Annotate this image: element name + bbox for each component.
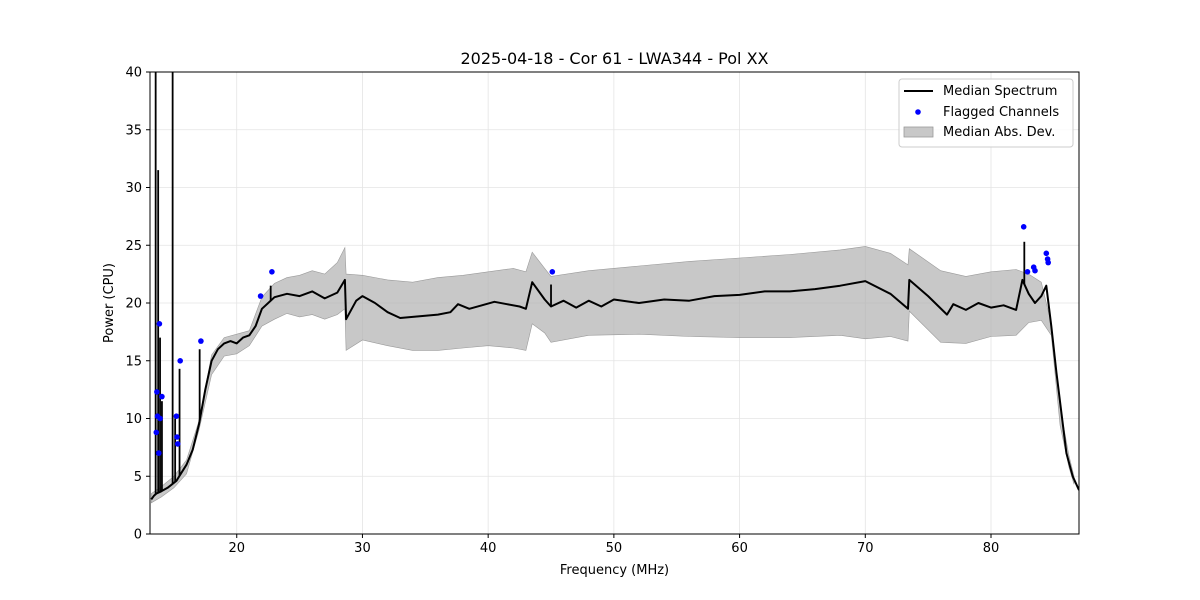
flagged-channel-point: [174, 434, 180, 440]
axis-ticks: 20 30 40 50 60 70 80 0 5 10 15 20 25 30 35 40: [125, 66, 999, 557]
flagged-channel-point: [173, 413, 180, 420]
x-axis-label: Frequency (MHz): [560, 563, 669, 578]
chart-title: 2025-04-18 - Cor 61 - LWA344 - Pol XX: [461, 49, 769, 68]
y-tick-label: 25: [125, 239, 142, 254]
y-axis-label: Power (CPU): [102, 263, 117, 343]
y-tick-label: 0: [134, 528, 142, 543]
legend-point-swatch: [915, 109, 921, 115]
legend-label-median: Median Spectrum: [943, 84, 1057, 99]
flagged-channel-point: [154, 389, 160, 395]
flagged-channel-point: [1032, 267, 1038, 274]
flagged-channel-point: [1043, 250, 1050, 257]
x-tick-label: 30: [354, 541, 371, 556]
y-tick-label: 5: [134, 470, 142, 485]
flagged-channel-point: [257, 293, 264, 299]
flagged-channel-point: [1020, 224, 1027, 230]
legend-label-mad: Median Abs. Dev.: [943, 125, 1055, 140]
mad-band-layer: [151, 246, 1075, 504]
flagged-channel-point: [1045, 259, 1051, 266]
y-tick-label: 30: [125, 181, 142, 196]
legend-label-flagged: Flagged Channels: [943, 105, 1059, 120]
y-tick-label: 15: [125, 354, 142, 369]
flagged-channel-point: [177, 358, 183, 364]
median-line-layer: [150, 72, 1079, 500]
flagged-points-layer: [153, 224, 1051, 456]
flagged-channel-point: [549, 269, 556, 275]
flagged-channel-point: [156, 321, 163, 327]
flagged-channel-point: [1024, 269, 1031, 275]
flagged-channel-point: [198, 338, 204, 344]
flagged-channel-point: [153, 429, 160, 436]
y-tick-label: 20: [125, 297, 142, 312]
flagged-channel-point: [157, 415, 163, 422]
median-spectrum-line: [150, 278, 1079, 500]
flagged-channel-point: [156, 450, 162, 456]
legend: Median Spectrum Flagged Channels Median …: [898, 78, 1074, 148]
x-tick-label: 70: [857, 541, 874, 556]
legend-box: [898, 78, 1074, 148]
x-tick-label: 50: [606, 541, 623, 556]
x-tick-label: 80: [983, 541, 1000, 556]
y-tick-label: 40: [125, 66, 142, 81]
flagged-channel-point: [159, 393, 165, 400]
mad-band: [151, 246, 1075, 504]
x-tick-label: 20: [228, 541, 245, 556]
y-tick-label: 35: [125, 123, 142, 138]
flagged-channel-point: [174, 441, 181, 447]
y-tick-label: 10: [125, 412, 142, 427]
x-tick-label: 40: [480, 541, 497, 556]
legend-band-swatch: [903, 126, 934, 138]
x-tick-label: 60: [731, 541, 748, 556]
flagged-channel-point: [269, 269, 275, 275]
